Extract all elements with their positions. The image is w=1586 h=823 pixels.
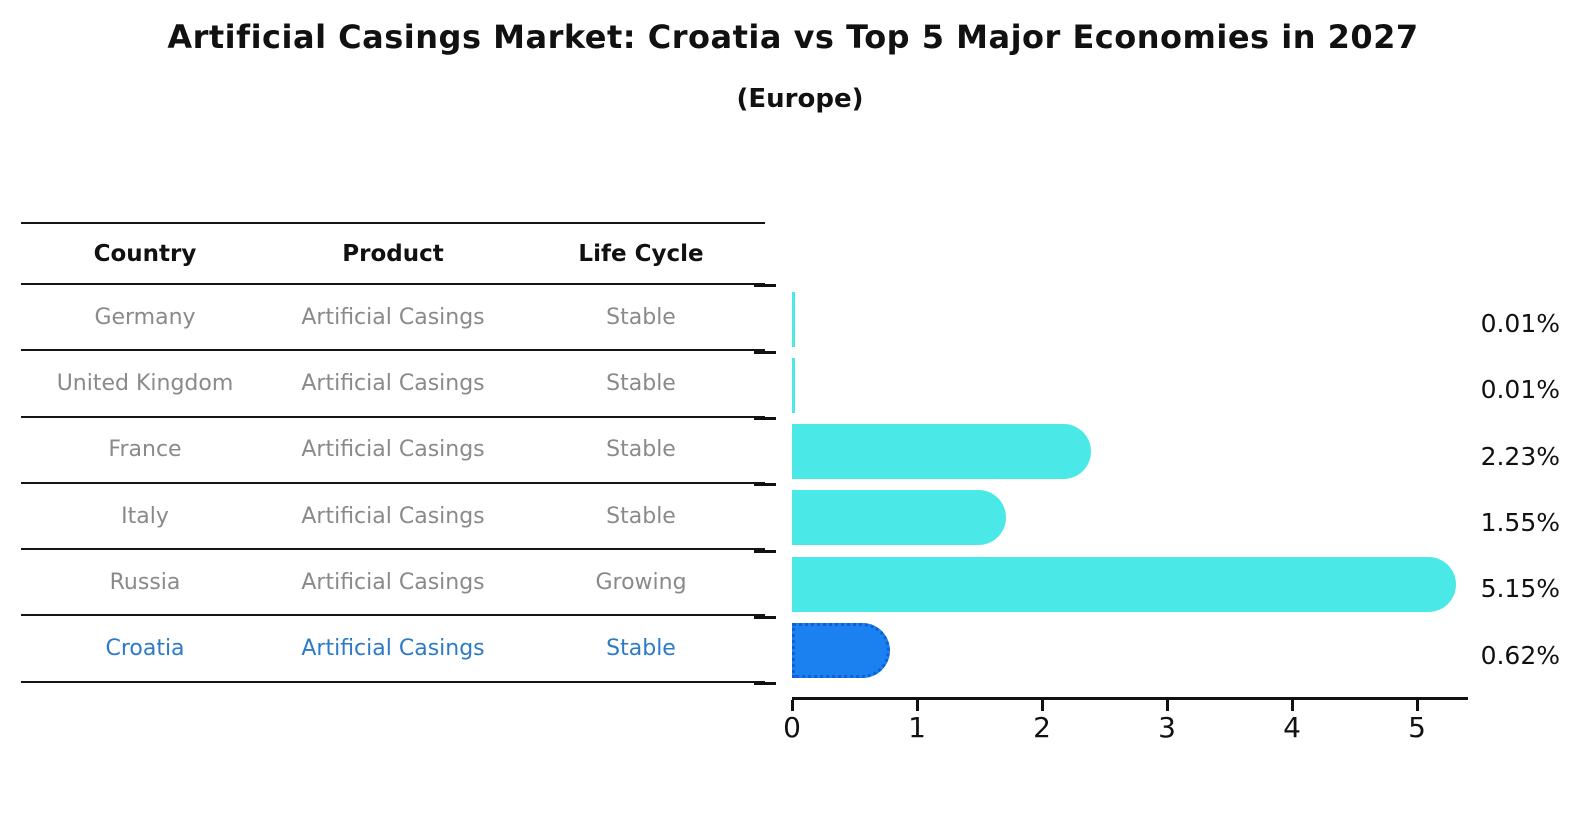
table-row: Germany Artificial Casings Stable (21, 285, 765, 352)
chart-subtitle: (Europe) (736, 84, 864, 114)
table-header-country: Country (93, 240, 197, 267)
x-axis-line (792, 697, 1468, 700)
x-axis-tick-label: 5 (1408, 711, 1426, 744)
y-axis-tick (754, 549, 776, 553)
bar-russia (792, 556, 1456, 612)
table-cell-product: Artificial Casings (301, 569, 485, 595)
bar-value-label: 0.01% (1480, 375, 1560, 405)
table-cell-life-cycle: Stable (606, 636, 676, 662)
y-axis-tick (754, 284, 776, 288)
y-axis-tick (754, 615, 776, 619)
y-axis-tick (754, 350, 776, 354)
bar-value-label: 0.01% (1480, 309, 1560, 338)
bar-value-label: 1.55% (1480, 507, 1560, 537)
x-axis-tick-label: 2 (1033, 711, 1051, 744)
table-row: Italy Artificial Casings Stable (21, 484, 765, 551)
x-axis-tick-label: 0 (783, 711, 801, 744)
x-axis-tick (1290, 700, 1294, 711)
bar-germany (792, 291, 795, 347)
table-cell-product: Artificial Casings (301, 437, 485, 463)
x-axis-tick (915, 700, 919, 711)
table-cell-product: Artificial Casings (301, 304, 485, 330)
chart-title: Artificial Casings Market: Croatia vs To… (167, 18, 1419, 56)
table-row: United Kingdom Artificial Casings Stable (21, 351, 765, 418)
bar-croatia (792, 623, 890, 679)
table-cell-product: Artificial Casings (301, 636, 485, 662)
bar-france (792, 424, 1091, 480)
x-axis-tick (790, 700, 794, 711)
bar-italy (792, 490, 1006, 546)
bar-value-label: 2.23% (1480, 441, 1560, 471)
table-cell-life-cycle: Stable (606, 304, 676, 330)
x-axis-tick-label: 4 (1283, 711, 1301, 744)
y-axis-tick (754, 416, 776, 420)
table-cell-life-cycle: Stable (606, 503, 676, 529)
x-axis-tick (1165, 700, 1169, 711)
table-cell-life-cycle: Stable (606, 370, 676, 396)
x-axis-tick (1040, 700, 1044, 711)
table-cell-country: Italy (121, 503, 169, 529)
bar-value-label: 0.62% (1480, 640, 1560, 670)
table-header-row: Country Product Life Cycle (21, 222, 765, 285)
table-cell-life-cycle: Growing (595, 569, 687, 595)
table-cell-country: United Kingdom (56, 370, 234, 396)
bar-united-kingdom (792, 357, 795, 413)
table-cell-life-cycle: Stable (606, 437, 676, 463)
x-axis-tick-label: 1 (908, 711, 926, 744)
table-body: Germany Artificial Casings Stable United Ki… (21, 285, 765, 683)
table-cell-product: Artificial Casings (301, 503, 485, 529)
x-axis-tick-label: 3 (1158, 711, 1176, 744)
table-header-product: Product (342, 240, 444, 267)
table-cell-country: Croatia (105, 636, 185, 662)
bar-value-label: 5.15% (1480, 574, 1560, 604)
table-row: Russia Artificial Casings Growing (21, 550, 765, 617)
country-table: Country Product Life Cycle Germany Artifi… (21, 222, 765, 683)
table-cell-country: Russia (109, 569, 181, 595)
table-row: Croatia Artificial Casings Stable (21, 616, 765, 683)
y-axis-tick (754, 682, 776, 686)
y-axis-tick (754, 483, 776, 487)
table-header-lifecycle: Life Cycle (578, 240, 704, 267)
table-row: France Artificial Casings Stable (21, 418, 765, 484)
x-axis-tick (1415, 700, 1419, 711)
table-cell-country: France (108, 437, 182, 463)
table-cell-product: Artificial Casings (301, 370, 485, 396)
table-cell-country: Germany (94, 304, 196, 330)
